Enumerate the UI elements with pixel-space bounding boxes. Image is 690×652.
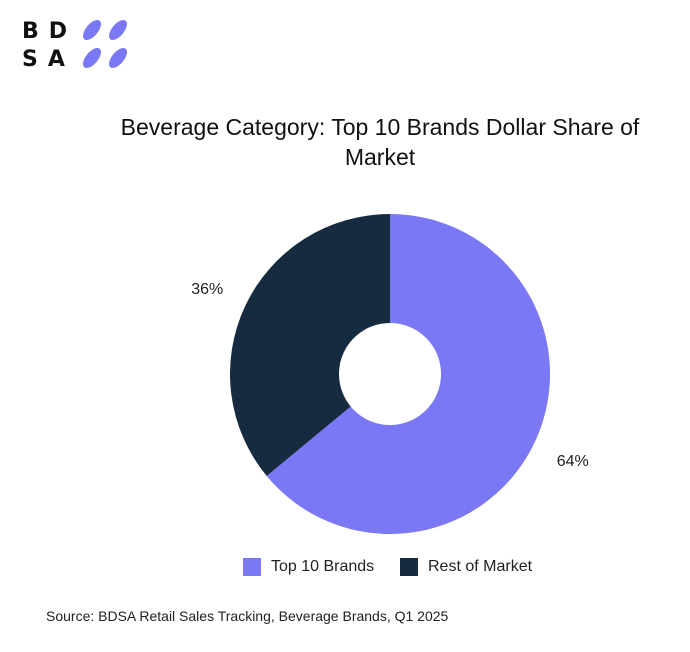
logo-wordmark: BD SA: [22, 18, 77, 74]
donut-chart: 64% 36%: [191, 214, 589, 534]
data-label-top-10-brands: 64%: [557, 453, 589, 470]
slice-top-10-brands: [266, 214, 551, 534]
source-note: Source: BDSA Retail Sales Tracking, Beve…: [46, 608, 449, 624]
legend-item-rest-of-market: Rest of Market: [400, 558, 532, 576]
legend-swatch-rest-of-market: [400, 558, 418, 576]
legend-item-top-10-brands: Top 10 Brands: [243, 558, 374, 576]
slice-rest-of-market: [230, 214, 390, 476]
data-label-rest-of-market: 36%: [191, 281, 223, 298]
logo-leaf-3: [83, 48, 101, 68]
legend-swatch-top-10-brands: [243, 558, 261, 576]
logo-leaf-4: [109, 48, 127, 68]
chart-title: Beverage Category: Top 10 Brands Dollar …: [120, 114, 640, 170]
leaf-icon: [83, 20, 127, 68]
logo-line-2: SA: [22, 47, 75, 72]
bdsa-logo: BD SA: [22, 18, 134, 74]
logo-leaf-2: [109, 20, 127, 40]
legend-label-top-10-brands: Top 10 Brands: [271, 558, 375, 575]
logo-line-1: BD: [22, 19, 78, 44]
legend-label-rest-of-market: Rest of Market: [428, 558, 533, 575]
logo-leaf-1: [83, 20, 101, 40]
chart-legend: Top 10 Brands Rest of Market: [0, 558, 690, 584]
